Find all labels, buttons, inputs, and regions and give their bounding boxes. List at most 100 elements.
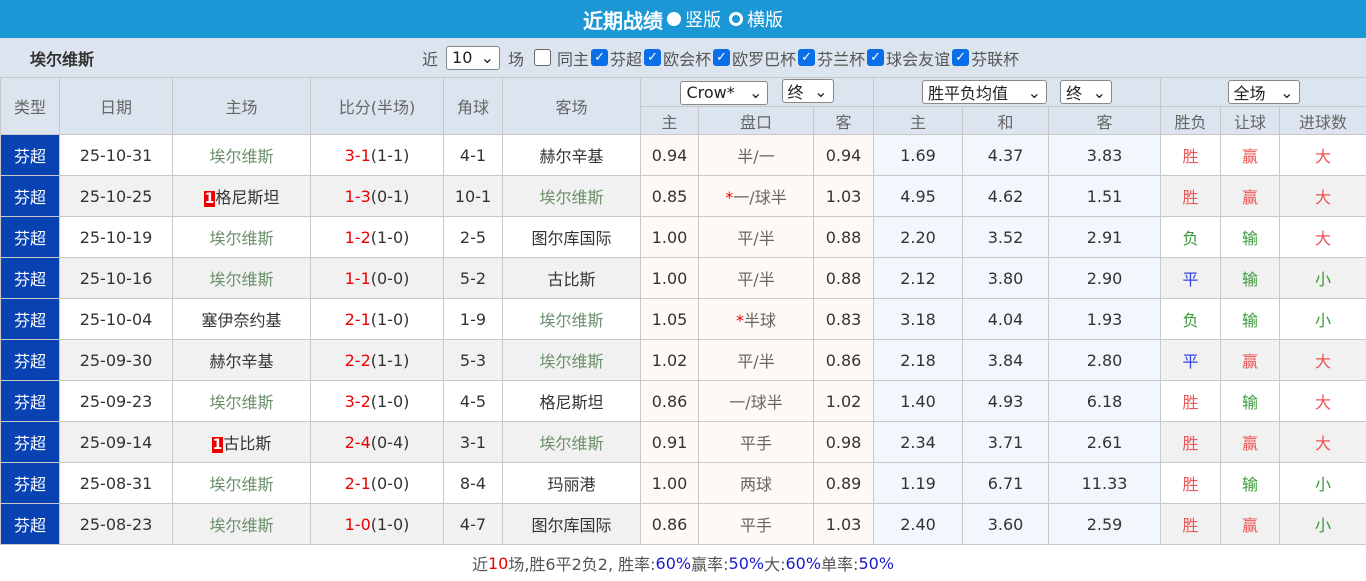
- period-select[interactable]: 全场⌄: [1228, 80, 1300, 104]
- avg-value: 胜平负均值: [928, 80, 1008, 104]
- half-score: (0-1): [371, 187, 410, 206]
- league-type[interactable]: 芬超: [1, 463, 60, 504]
- count-select[interactable]: 10⌄: [446, 46, 500, 70]
- corners: 5-3: [444, 340, 503, 381]
- score[interactable]: 1-0(1-0): [311, 504, 444, 545]
- away-team[interactable]: 格尼斯坦: [503, 381, 641, 422]
- corners: 1-9: [444, 299, 503, 340]
- away-team[interactable]: 古比斯: [503, 258, 641, 299]
- league-checkbox[interactable]: ✓: [798, 49, 815, 66]
- table-row[interactable]: 芬超 25-09-14 1古比斯 2-4(0-4) 3-1 埃尔维斯 0.91 …: [1, 422, 1366, 463]
- asian-away-odds: 0.94: [814, 135, 874, 176]
- league-label: 欧罗巴杯: [732, 46, 796, 70]
- summary-text: 单率:: [821, 551, 858, 575]
- league-checkbox[interactable]: ✓: [591, 49, 608, 66]
- table-row[interactable]: 芬超 25-08-31 埃尔维斯 2-1(0-0) 8-4 玛丽港 1.00 两…: [1, 463, 1366, 504]
- away-team[interactable]: 赫尔辛基: [503, 135, 641, 176]
- score[interactable]: 2-4(0-4): [311, 422, 444, 463]
- vertical-radio[interactable]: [667, 12, 681, 26]
- result: 胜: [1161, 422, 1221, 463]
- table-row[interactable]: 芬超 25-09-30 赫尔辛基 2-2(1-1) 5-3 埃尔维斯 1.02 …: [1, 340, 1366, 381]
- asian-final-select[interactable]: 终⌄: [782, 79, 834, 103]
- home-team[interactable]: 1古比斯: [173, 422, 311, 463]
- table-row[interactable]: 芬超 25-10-16 埃尔维斯 1-1(0-0) 5-2 古比斯 1.00 平…: [1, 258, 1366, 299]
- league-checkbox[interactable]: ✓: [952, 49, 969, 66]
- home-team[interactable]: 赫尔辛基: [173, 340, 311, 381]
- home-team[interactable]: 埃尔维斯: [173, 504, 311, 545]
- line-value: 平手: [740, 434, 772, 453]
- euro-draw-odds: 4.62: [963, 176, 1049, 217]
- full-score: 2-1: [345, 474, 371, 493]
- table-row[interactable]: 芬超 25-09-23 埃尔维斯 3-2(1-0) 4-5 格尼斯坦 0.86 …: [1, 381, 1366, 422]
- away-team[interactable]: 玛丽港: [503, 463, 641, 504]
- table-row[interactable]: 芬超 25-10-19 埃尔维斯 1-2(1-0) 2-5 图尔库国际 1.00…: [1, 217, 1366, 258]
- home-team[interactable]: 埃尔维斯: [173, 217, 311, 258]
- table-row[interactable]: 芬超 25-10-04 塞伊奈约基 2-1(1-0) 1-9 埃尔维斯 1.05…: [1, 299, 1366, 340]
- result: 胜: [1161, 381, 1221, 422]
- home-team[interactable]: 1格尼斯坦: [173, 176, 311, 217]
- asian-home-odds: 1.00: [641, 217, 699, 258]
- home-team[interactable]: 埃尔维斯: [173, 258, 311, 299]
- result: 平: [1161, 340, 1221, 381]
- league-type[interactable]: 芬超: [1, 381, 60, 422]
- league-type[interactable]: 芬超: [1, 135, 60, 176]
- table-row[interactable]: 芬超 25-10-31 埃尔维斯 3-1(1-1) 4-1 赫尔辛基 0.94 …: [1, 135, 1366, 176]
- league-type[interactable]: 芬超: [1, 217, 60, 258]
- league-checkbox[interactable]: ✓: [867, 49, 884, 66]
- away-team[interactable]: 图尔库国际: [503, 217, 641, 258]
- handicap-result: 输: [1221, 381, 1280, 422]
- score[interactable]: 3-2(1-0): [311, 381, 444, 422]
- league-type[interactable]: 芬超: [1, 258, 60, 299]
- over-under-result: 小: [1280, 258, 1366, 299]
- away-team[interactable]: 埃尔维斯: [503, 422, 641, 463]
- full-score: 3-2: [345, 392, 371, 411]
- euro-draw-odds: 4.37: [963, 135, 1049, 176]
- league-checkbox[interactable]: ✓: [713, 49, 730, 66]
- home-team[interactable]: 埃尔维斯: [173, 135, 311, 176]
- euro-final-select[interactable]: 终⌄: [1060, 80, 1112, 104]
- euro-away-odds: 2.80: [1049, 340, 1161, 381]
- score[interactable]: 2-1(0-0): [311, 463, 444, 504]
- table-row[interactable]: 芬超 25-10-25 1格尼斯坦 1-3(0-1) 10-1 埃尔维斯 0.8…: [1, 176, 1366, 217]
- score[interactable]: 1-1(0-0): [311, 258, 444, 299]
- euro-draw-odds: 6.71: [963, 463, 1049, 504]
- result: 胜: [1161, 504, 1221, 545]
- match-date: 25-10-19: [60, 217, 173, 258]
- avg-select[interactable]: 胜平负均值⌄: [922, 80, 1047, 104]
- league-type[interactable]: 芬超: [1, 340, 60, 381]
- horizontal-radio[interactable]: [729, 12, 743, 26]
- home-team[interactable]: 埃尔维斯: [173, 381, 311, 422]
- away-team[interactable]: 埃尔维斯: [503, 176, 641, 217]
- league-type[interactable]: 芬超: [1, 422, 60, 463]
- euro-home-odds: 1.69: [874, 135, 963, 176]
- asian-home-odds: 0.94: [641, 135, 699, 176]
- score[interactable]: 1-3(0-1): [311, 176, 444, 217]
- away-team[interactable]: 埃尔维斯: [503, 299, 641, 340]
- near-label: 近: [422, 46, 438, 70]
- home-team-name: 格尼斯坦: [215, 188, 279, 207]
- score[interactable]: 1-2(1-0): [311, 217, 444, 258]
- score[interactable]: 2-2(1-1): [311, 340, 444, 381]
- company-select[interactable]: Crow*⌄: [680, 81, 768, 105]
- euro-draw-odds: 4.93: [963, 381, 1049, 422]
- vertical-label: 竖版: [685, 6, 721, 32]
- handicap-line: 平/半: [699, 258, 814, 299]
- league-type[interactable]: 芬超: [1, 176, 60, 217]
- euro-away-odds: 2.90: [1049, 258, 1161, 299]
- euro-away-odds: 1.93: [1049, 299, 1161, 340]
- score[interactable]: 2-1(1-0): [311, 299, 444, 340]
- home-team[interactable]: 埃尔维斯: [173, 463, 311, 504]
- league-type[interactable]: 芬超: [1, 504, 60, 545]
- same-home-checkbox[interactable]: [534, 49, 551, 66]
- home-team[interactable]: 塞伊奈约基: [173, 299, 311, 340]
- away-team[interactable]: 埃尔维斯: [503, 340, 641, 381]
- full-score: 1-3: [345, 187, 371, 206]
- league-type[interactable]: 芬超: [1, 299, 60, 340]
- handicap-line: 平/半: [699, 217, 814, 258]
- away-team[interactable]: 图尔库国际: [503, 504, 641, 545]
- asian-odds-header: Crow*⌄ 终⌄: [641, 78, 874, 107]
- table-row[interactable]: 芬超 25-08-23 埃尔维斯 1-0(1-0) 4-7 图尔库国际 0.86…: [1, 504, 1366, 545]
- league-checkbox[interactable]: ✓: [644, 49, 661, 66]
- euro-home-odds: 4.95: [874, 176, 963, 217]
- score[interactable]: 3-1(1-1): [311, 135, 444, 176]
